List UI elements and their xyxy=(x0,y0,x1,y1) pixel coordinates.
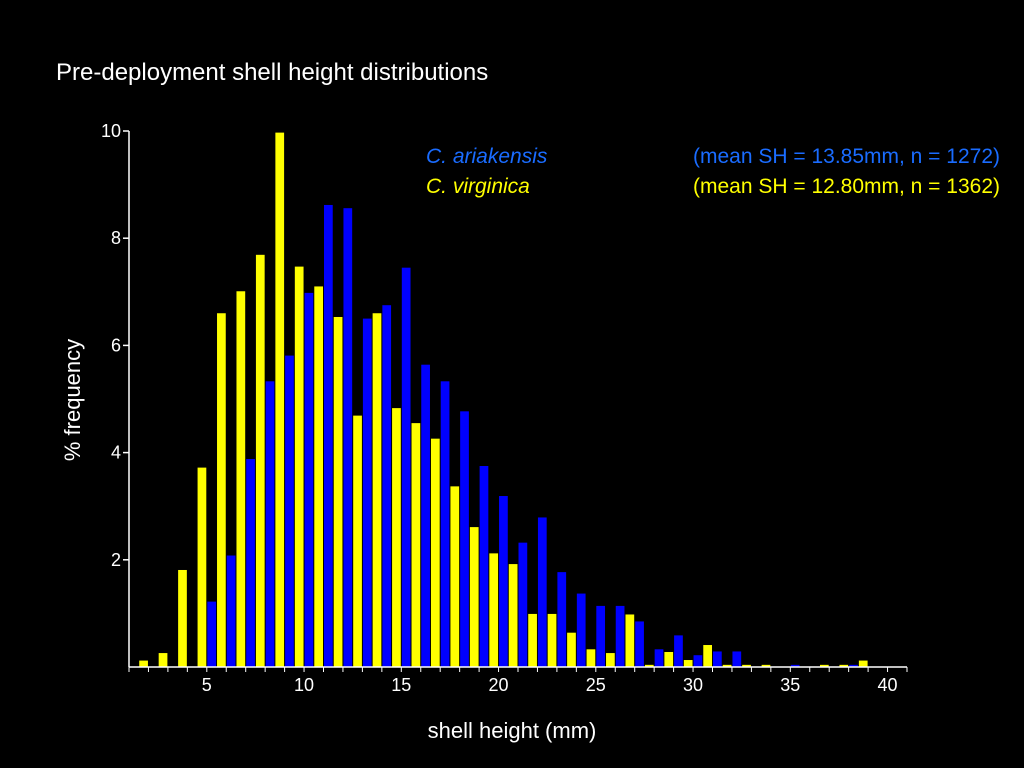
bar-ariakensis-14 xyxy=(382,305,392,667)
bar-ariakensis-13 xyxy=(362,318,372,667)
bar-ariakensis-29 xyxy=(674,635,683,667)
bar-virginica-22 xyxy=(547,613,557,667)
bar-virginica-9 xyxy=(294,266,304,667)
bar-ariakensis-19 xyxy=(479,466,489,667)
bar-virginica-2 xyxy=(158,653,168,667)
y-tick-label-2: 2 xyxy=(111,550,121,570)
bar-virginica-20 xyxy=(508,564,518,667)
legend-series-2-name: C. virginica xyxy=(426,175,530,198)
bar-ariakensis-35 xyxy=(790,664,800,667)
bar-virginica-37 xyxy=(839,664,849,667)
bar-virginica-33 xyxy=(761,664,771,667)
bar-virginica-17 xyxy=(450,486,460,667)
bar-virginica-5 xyxy=(217,313,226,667)
bar-virginica-6 xyxy=(236,291,246,667)
x-tick-label-30: 30 xyxy=(683,675,703,695)
y-axis-ticks: 2 4 6 8 10 xyxy=(101,121,129,570)
bar-virginica-19 xyxy=(489,553,499,667)
bar-virginica-12 xyxy=(353,415,362,667)
x-axis-label: shell height (mm) xyxy=(428,718,597,743)
bar-virginica-30 xyxy=(703,645,712,667)
legend: C. ariakensis (mean SH = 13.85mm, n = 12… xyxy=(426,145,1000,198)
bar-ariakensis-25 xyxy=(596,605,606,667)
bar-ariakensis-8 xyxy=(265,381,275,667)
bar-ariakensis-11 xyxy=(324,204,333,667)
bar-virginica-3 xyxy=(178,569,187,667)
bar-virginica-29 xyxy=(683,660,693,667)
bar-virginica-14 xyxy=(392,408,401,667)
bar-ariakensis-10 xyxy=(304,292,314,667)
x-tick-label-25: 25 xyxy=(586,675,606,695)
bar-virginica-15 xyxy=(411,423,421,667)
bar-ariakensis-28 xyxy=(654,649,664,667)
bar-ariakensis-30 xyxy=(693,655,703,667)
bar-virginica-24 xyxy=(586,649,596,667)
bar-virginica-25 xyxy=(606,653,615,667)
bar-virginica-31 xyxy=(722,664,732,667)
bar-virginica-26 xyxy=(625,614,635,667)
x-tick-label-40: 40 xyxy=(878,675,898,695)
bar-ariakensis-9 xyxy=(285,355,294,667)
x-tick-label-20: 20 xyxy=(489,675,509,695)
bar-ariakensis-27 xyxy=(635,621,644,667)
bar-virginica-18 xyxy=(469,527,479,667)
bar-virginica-23 xyxy=(567,632,576,667)
bar-virginica-1 xyxy=(139,660,148,667)
bar-ariakensis-23 xyxy=(557,572,567,667)
bar-virginica-7 xyxy=(255,254,265,668)
bar-virginica-28 xyxy=(664,651,674,667)
legend-series-1-name: C. ariakensis xyxy=(426,145,548,168)
bar-virginica-11 xyxy=(333,316,343,667)
bar-ariakensis-18 xyxy=(460,411,469,667)
bar-ariakensis-6 xyxy=(226,555,236,667)
x-tick-label-10: 10 xyxy=(294,675,314,695)
x-tick-label-15: 15 xyxy=(391,675,411,695)
bar-ariakensis-26 xyxy=(615,605,625,667)
bar-ariakensis-32 xyxy=(732,651,742,667)
bar-virginica-36 xyxy=(819,664,829,667)
bar-ariakensis-12 xyxy=(343,208,353,667)
bar-ariakensis-16 xyxy=(421,364,430,667)
bar-virginica-27 xyxy=(644,664,654,667)
bar-ariakensis-24 xyxy=(576,593,586,667)
y-tick-label-10: 10 xyxy=(101,121,121,141)
bar-ariakensis-38 xyxy=(849,664,858,667)
bar-ariakensis-21 xyxy=(518,542,528,667)
y-tick-label-4: 4 xyxy=(111,443,121,463)
bar-virginica-8 xyxy=(275,132,285,667)
bar-virginica-10 xyxy=(314,286,323,667)
x-tick-label-5: 5 xyxy=(202,675,212,695)
bar-ariakensis-22 xyxy=(537,517,547,667)
y-tick-label-8: 8 xyxy=(111,228,121,248)
bar-virginica-16 xyxy=(430,438,440,667)
bar-ariakensis-20 xyxy=(499,496,508,667)
bar-ariakensis-5 xyxy=(207,601,217,667)
bar-virginica-32 xyxy=(742,664,751,667)
bar-virginica-21 xyxy=(528,613,537,667)
chart-title: Pre-deployment shell height distribution… xyxy=(56,59,488,86)
x-tick-label-35: 35 xyxy=(780,675,800,695)
bar-virginica-4 xyxy=(197,467,207,667)
y-tick-label-6: 6 xyxy=(111,335,121,355)
bar-virginica-13 xyxy=(372,313,382,667)
bar-virginica-38 xyxy=(858,660,868,667)
bar-ariakensis-15 xyxy=(401,267,411,667)
x-axis-ticks: 5 10 15 20 25 30 35 40 xyxy=(128,667,908,695)
bars-group xyxy=(139,132,868,668)
legend-series-1-stats: (mean SH = 13.85mm, n = 1272) xyxy=(693,145,1000,168)
y-axis-label: % frequency xyxy=(60,339,85,461)
bar-ariakensis-17 xyxy=(440,381,450,667)
bar-ariakensis-7 xyxy=(246,459,255,667)
legend-series-2-stats: (mean SH = 12.80mm, n = 1362) xyxy=(693,175,1000,198)
bar-ariakensis-31 xyxy=(713,651,722,667)
